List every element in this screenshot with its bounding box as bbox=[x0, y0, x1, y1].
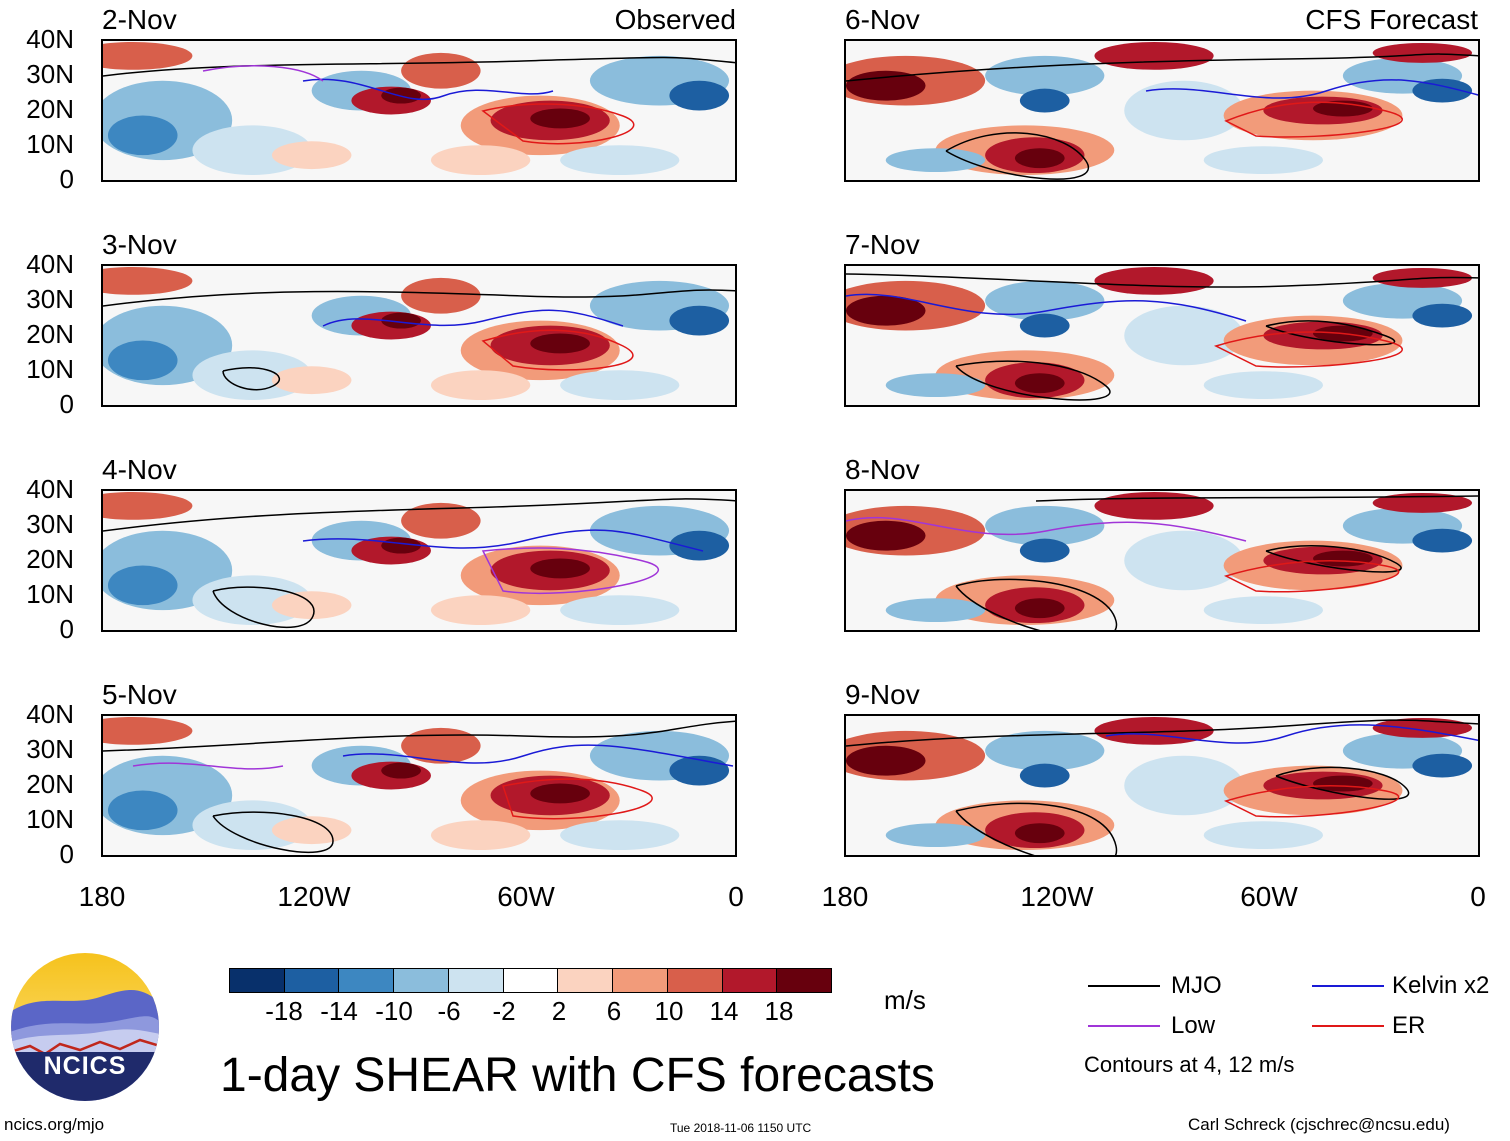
panel-date-obs-3: 4-Nov bbox=[102, 454, 177, 485]
colorbar-label: 18 bbox=[764, 996, 794, 1026]
lon-label: 0 bbox=[1470, 881, 1486, 912]
lat-label: 0 bbox=[59, 389, 74, 419]
panel-date-obs-2: 3-Nov bbox=[102, 229, 177, 260]
colorbar-swatch bbox=[776, 969, 832, 992]
map-panel-fc-4 bbox=[844, 714, 1480, 857]
lat-label: 30N bbox=[26, 734, 74, 764]
map-panel-fc-3 bbox=[844, 489, 1480, 632]
panel-date-fc-1: 6-Nov bbox=[845, 4, 920, 35]
colorbar-label: -10 bbox=[375, 996, 413, 1026]
lat-label: 30N bbox=[26, 284, 74, 314]
lat-label: 0 bbox=[59, 839, 74, 869]
lat-label: 10N bbox=[26, 579, 74, 609]
colorbar-swatch bbox=[502, 969, 558, 992]
colorbar-label: 6 bbox=[606, 996, 622, 1026]
legend-label-er: ER bbox=[1392, 1012, 1426, 1039]
colorbar-label: -18 bbox=[265, 996, 303, 1026]
map-panel-obs-4 bbox=[101, 714, 737, 857]
map-panel-fc-2 bbox=[844, 264, 1480, 407]
colorbar-units: m/s bbox=[884, 985, 926, 1015]
lat-label: 0 bbox=[59, 164, 74, 194]
legend-note: Contours at 4, 12 m/s bbox=[1084, 1052, 1295, 1077]
lat-label: 20N bbox=[26, 319, 74, 349]
logo-text: NCICS bbox=[43, 1052, 127, 1080]
lat-label: 20N bbox=[26, 544, 74, 574]
lat-label: 40N bbox=[26, 474, 74, 504]
map-panel-obs-1 bbox=[101, 39, 737, 182]
lon-label: 120W bbox=[277, 881, 351, 912]
lon-label: 0 bbox=[728, 881, 744, 912]
lat-label: 40N bbox=[26, 24, 74, 54]
panel-date-obs-4: 5-Nov bbox=[102, 679, 177, 710]
lon-label: 120W bbox=[1020, 881, 1094, 912]
legend-label-kelvin: Kelvin x2 bbox=[1392, 972, 1490, 999]
forecast-tag: CFS Forecast bbox=[1305, 4, 1478, 35]
observed-tag: Observed bbox=[614, 4, 736, 35]
colorbar-swatches bbox=[229, 968, 832, 993]
map-panel-obs-3 bbox=[101, 489, 737, 632]
panel-date-obs-1: 2-Nov bbox=[102, 4, 177, 35]
colorbar-swatch bbox=[721, 969, 777, 992]
footer-credit: Carl Schreck (cjschrec@ncsu.edu) bbox=[1188, 1115, 1450, 1134]
colorbar-swatch bbox=[230, 969, 284, 992]
lat-label: 10N bbox=[26, 129, 74, 159]
lat-label: 40N bbox=[26, 249, 74, 279]
lat-label: 40N bbox=[26, 699, 74, 729]
legend-label-mjo: MJO bbox=[1171, 972, 1222, 999]
lon-label: 60W bbox=[1240, 881, 1298, 912]
colorbar-swatch bbox=[612, 969, 667, 992]
lat-label: 10N bbox=[26, 354, 74, 384]
panel-date-fc-3: 8-Nov bbox=[845, 454, 920, 485]
colorbar-label: -6 bbox=[437, 996, 461, 1026]
lon-label: 180 bbox=[78, 881, 126, 912]
footer-url[interactable]: ncics.org/mjo bbox=[4, 1115, 105, 1134]
colorbar-swatch bbox=[338, 969, 394, 992]
ncics-logo: NCICS bbox=[10, 952, 160, 1102]
panel-date-fc-2: 7-Nov bbox=[845, 229, 920, 260]
panel-date-fc-4: 9-Nov bbox=[845, 679, 920, 710]
legend-line-er bbox=[1312, 1025, 1384, 1027]
legend-label-low: Low bbox=[1171, 1012, 1216, 1039]
colorbar-swatch bbox=[283, 969, 339, 992]
lat-label: 10N bbox=[26, 804, 74, 834]
legend-line-kelvin bbox=[1312, 985, 1384, 987]
lon-label: 180 bbox=[821, 881, 869, 912]
colorbar-swatch bbox=[666, 969, 722, 992]
lat-label: 20N bbox=[26, 94, 74, 124]
map-panel-obs-2 bbox=[101, 264, 737, 407]
colorbar-label: 10 bbox=[654, 996, 684, 1026]
colorbar-swatch bbox=[447, 969, 503, 992]
lat-label: 0 bbox=[59, 614, 74, 644]
lat-label: 30N bbox=[26, 509, 74, 539]
legend-line-mjo bbox=[1088, 985, 1160, 987]
colorbar-label: 14 bbox=[709, 996, 739, 1026]
colorbar-label: -2 bbox=[492, 996, 516, 1026]
colorbar-label: 2 bbox=[551, 996, 567, 1026]
colorbar-swatch bbox=[557, 969, 613, 992]
chart-title: 1-day SHEAR with CFS forecasts bbox=[220, 1049, 935, 1102]
lon-label: 60W bbox=[497, 881, 555, 912]
legend-line-low bbox=[1088, 1025, 1160, 1027]
map-panel-fc-1 bbox=[844, 39, 1480, 182]
footer-timestamp: Tue 2018-11-06 1150 UTC bbox=[670, 1121, 812, 1135]
lat-label: 20N bbox=[26, 769, 74, 799]
lat-label: 30N bbox=[26, 59, 74, 89]
colorbar-label: -14 bbox=[320, 996, 358, 1026]
colorbar-swatch bbox=[393, 969, 448, 992]
